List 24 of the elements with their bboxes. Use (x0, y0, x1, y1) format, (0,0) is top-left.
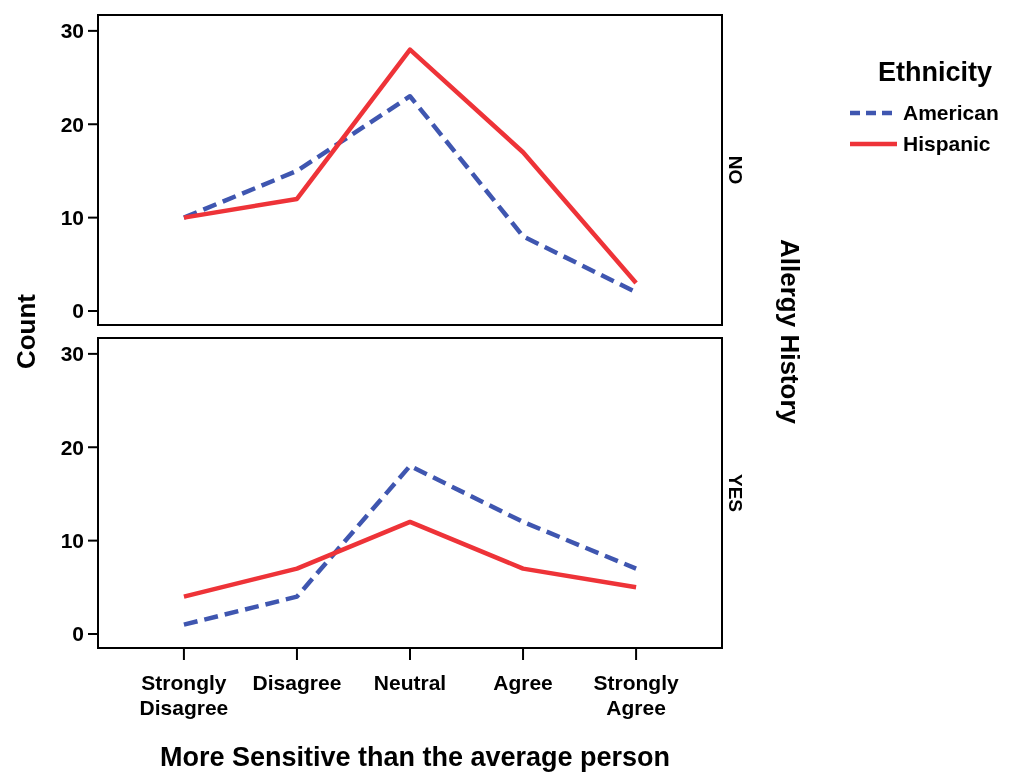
x-tick-label: Neutral (373, 671, 447, 694)
legend-label: American (903, 101, 999, 125)
x-axis-title: More Sensitive than the average person (159, 742, 671, 772)
line-series (181, 47, 639, 286)
y-axis-title: Count (11, 293, 42, 370)
y-tick-label: 20 (60, 435, 84, 459)
y-tick-label: 0 (72, 622, 84, 646)
y-tick-label: 0 (72, 299, 84, 323)
y-tick-label: 20 (60, 112, 84, 136)
y-tick-label: 30 (60, 342, 84, 366)
x-tick-label: Agree (493, 671, 553, 694)
legend-title: Ethnicity (877, 57, 993, 87)
legend-label: Hispanic (903, 132, 991, 156)
y-tick-label: 10 (60, 528, 84, 552)
y-tick-label: 30 (60, 19, 84, 43)
x-tick-label: Strongly Agree (593, 671, 679, 719)
line-series (181, 463, 639, 627)
line-series (181, 519, 639, 599)
x-tick-label: Disagree (252, 671, 342, 694)
y-tick-label: 10 (60, 205, 84, 229)
text: NO (725, 155, 747, 185)
y2-axis-title: Allergy History (774, 239, 805, 425)
x-tick-label: Strongly Disagree (139, 671, 229, 719)
text: YES (725, 473, 747, 513)
